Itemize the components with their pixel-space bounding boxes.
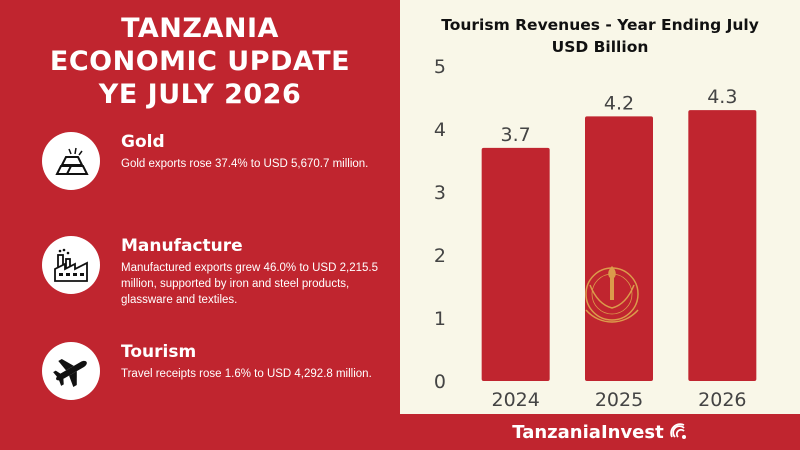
x-tick-label-2024: 2024: [491, 389, 539, 411]
title-line-3: YE JULY 2026: [98, 79, 302, 110]
data-label-2026: 4.3: [707, 86, 737, 108]
gold-bars-icon: [42, 132, 100, 190]
y-tick-label: 1: [434, 308, 446, 330]
bar-2026: [688, 110, 757, 381]
data-label-2025: 4.2: [604, 92, 634, 114]
airplane-icon: [42, 342, 100, 400]
brand-name: TanzaniaInvest: [512, 421, 664, 443]
y-tick-label: 2: [434, 245, 446, 267]
chart-panel: Tourism Revenues - Year Ending July USD …: [400, 0, 800, 414]
manufacture-title: Manufacture: [121, 236, 243, 256]
y-tick-label: 3: [434, 182, 446, 204]
bar-2024: [481, 147, 550, 381]
y-tick-label: 0: [434, 371, 446, 393]
page-title: TANZANIA ECONOMIC UPDATE YE JULY 2026: [0, 12, 400, 111]
x-tick-label-2025: 2025: [595, 389, 643, 411]
gold-desc: Gold exports rose 37.4% to USD 5,670.7 m…: [121, 158, 369, 170]
tourism-desc: Travel receipts rose 1.6% to USD 4,292.8…: [121, 368, 372, 380]
y-tick-label: 5: [434, 56, 446, 78]
bank-seal-watermark: [585, 266, 639, 323]
left-panel: TANZANIA ECONOMIC UPDATE YE JULY 2026 Go…: [0, 12, 400, 400]
chart-title: Tourism Revenues - Year Ending July USD …: [400, 14, 800, 58]
x-tick-label-2026: 2026: [698, 389, 746, 411]
title-line-2: ECONOMIC UPDATE: [49, 46, 351, 77]
bar-chart: 0 1 2 3 4 5 3.7 2024 4.2 2025 4.3 2026: [434, 56, 757, 411]
tourism-title: Tourism: [121, 342, 197, 362]
manufacture-desc: Manufactured exports grew 46.0% to USD 2…: [121, 262, 378, 306]
chart-title-line-1: Tourism Revenues - Year Ending July: [441, 16, 759, 34]
bar-2025: [585, 116, 653, 382]
brand-logo: TanzaniaInvest: [400, 414, 800, 450]
factory-icon: [42, 236, 100, 294]
y-tick-label: 4: [434, 119, 446, 141]
gold-title: Gold: [121, 132, 165, 152]
chart-subtitle: USD Billion: [551, 38, 649, 56]
wifi-signal-icon: [669, 423, 686, 439]
title-line-1: TANZANIA: [121, 13, 279, 44]
data-label-2024: 3.7: [501, 124, 531, 146]
